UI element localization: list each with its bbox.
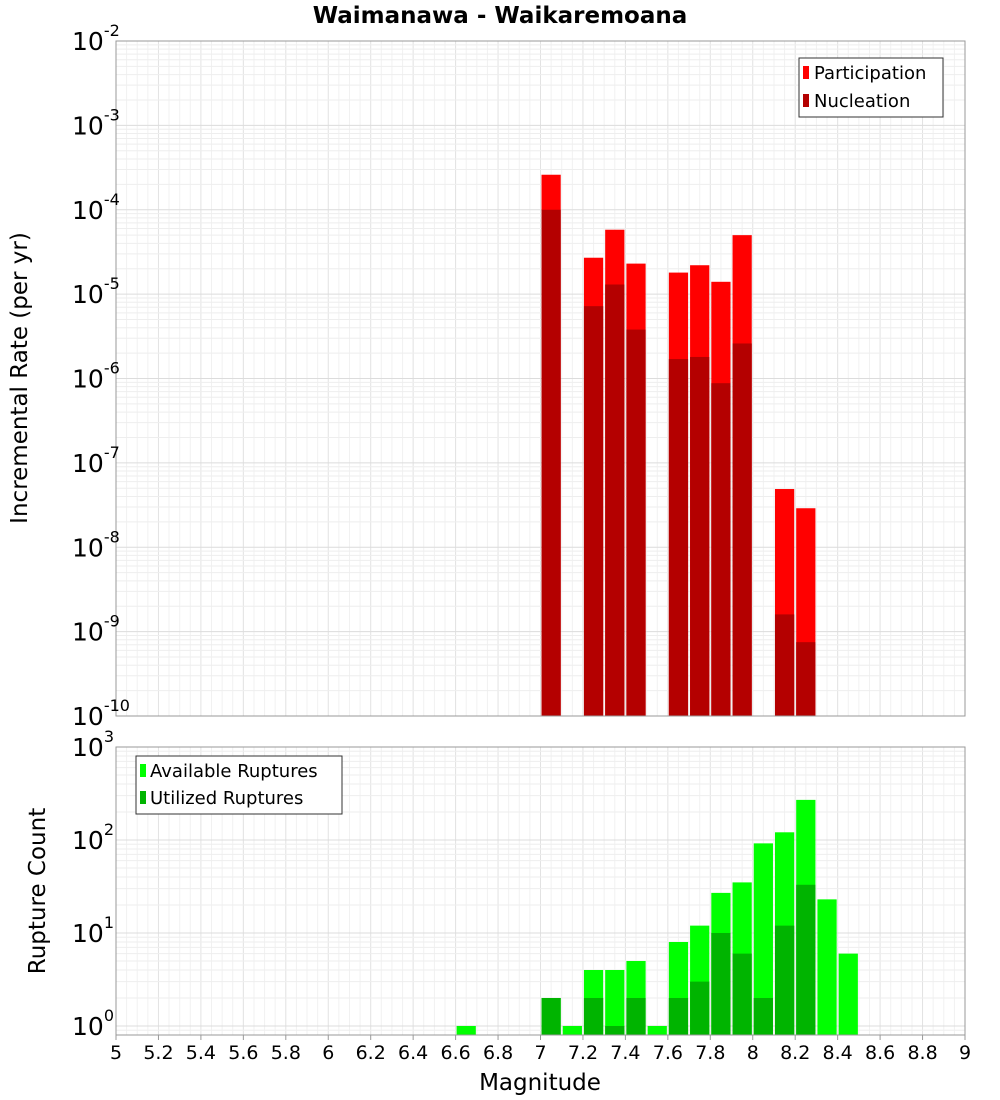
bottom-bar-available-ruptures xyxy=(562,1025,582,1035)
legend-swatch-utilized xyxy=(140,791,146,804)
top-bar-nucleation xyxy=(626,329,646,716)
top-y-tick-exponent: -3 xyxy=(104,105,120,124)
x-tick-label: 6.4 xyxy=(398,1042,428,1064)
x-tick-label: 6.2 xyxy=(356,1042,386,1064)
top-legend: Participation Nucleation xyxy=(798,57,944,118)
x-tick-label: 5 xyxy=(110,1042,122,1064)
top-y-tick-label: 10-5 xyxy=(72,274,120,309)
bottom-bar-utilized-ruptures xyxy=(711,932,731,1035)
x-tick-label: 7.6 xyxy=(653,1042,683,1064)
top-bar-nucleation xyxy=(774,614,795,716)
bottom-legend: Available Ruptures Utilized Ruptures xyxy=(135,755,343,815)
bottom-bar-utilized-ruptures xyxy=(668,997,689,1035)
top-bar-nucleation xyxy=(732,343,752,716)
top-plot-border xyxy=(115,40,966,717)
x-tick-label: 5.6 xyxy=(228,1042,258,1064)
x-tick-label: 8.4 xyxy=(823,1042,853,1064)
bottom-bar-utilized-ruptures xyxy=(583,997,604,1035)
legend-label-utilized: Utilized Ruptures xyxy=(150,788,303,809)
top-panel: 10-210-310-410-510-610-710-810-910-10 In… xyxy=(7,21,966,731)
x-tick-label: 5.4 xyxy=(186,1042,216,1064)
top-gridlines xyxy=(116,41,965,716)
top-bars xyxy=(541,174,816,717)
bottom-bar-utilized-ruptures xyxy=(774,925,795,1035)
x-axis-ticks: 5 5.2 5.4 5.6 5.8 6 6.2 6.4 6.6 6.8 7 7.2 7.4 7.6 7.8 8… xyxy=(110,1035,971,1064)
top-y-tick-exponent: -2 xyxy=(104,21,120,40)
top-bar-nucleation xyxy=(668,359,689,716)
x-tick-label: 8 xyxy=(747,1042,759,1064)
x-tick-label: 6.6 xyxy=(440,1042,470,1064)
top-bar-nucleation xyxy=(583,306,604,716)
x-tick-label: 6.8 xyxy=(483,1042,513,1064)
bottom-bar-available-ruptures xyxy=(605,969,625,1035)
top-bar-nucleation xyxy=(711,383,731,716)
legend-label-nucleation: Nucleation xyxy=(814,91,910,112)
bottom-bar-available-ruptures xyxy=(817,899,837,1035)
x-tick-label: 7.2 xyxy=(568,1042,598,1064)
x-axis-label: Magnitude xyxy=(479,1070,601,1096)
bottom-bar-utilized-ruptures xyxy=(605,1025,625,1035)
legend-swatch-participation xyxy=(803,66,809,79)
bottom-y-axis-label: Rupture Count xyxy=(25,808,51,974)
x-tick-label: 8.2 xyxy=(780,1042,810,1064)
top-bar-nucleation xyxy=(605,284,625,716)
top-y-tick-exponent: -10 xyxy=(104,696,130,715)
x-tick-label: 8.6 xyxy=(865,1042,895,1064)
bottom-bar-utilized-ruptures xyxy=(732,953,752,1035)
bottom-y-tick-exponent: 0 xyxy=(104,1006,114,1025)
x-tick-label: 7.4 xyxy=(610,1042,640,1064)
top-y-tick-label: 10-4 xyxy=(72,190,120,225)
bottom-bar-available-ruptures xyxy=(647,1025,667,1035)
bottom-legend-box xyxy=(135,755,343,815)
x-tick-label: 5.2 xyxy=(143,1042,173,1064)
legend-swatch-available xyxy=(140,764,146,777)
x-tick-label: 7.8 xyxy=(695,1042,725,1064)
bottom-bar-utilized-ruptures xyxy=(626,997,646,1035)
top-legend-box xyxy=(798,57,944,118)
bottom-bar-available-ruptures xyxy=(456,1025,476,1035)
top-y-tick-exponent: -7 xyxy=(104,443,120,462)
chart-title: Waimanawa - Waikaremoana xyxy=(313,3,688,29)
bottom-bar-available-ruptures xyxy=(753,843,773,1035)
x-tick-label: 9 xyxy=(959,1042,971,1064)
bottom-y-tick-exponent: 3 xyxy=(104,727,114,746)
top-bar-nucleation xyxy=(541,209,561,716)
bottom-y-tick-exponent: 2 xyxy=(104,820,114,839)
top-y-tick-exponent: -6 xyxy=(104,359,120,378)
top-y-tick-label: 10-10 xyxy=(72,696,130,731)
legend-label-available: Available Ruptures xyxy=(150,761,318,782)
x-tick-label: 8.8 xyxy=(907,1042,937,1064)
bottom-bar-utilized-ruptures xyxy=(796,884,816,1035)
bottom-bar-utilized-ruptures xyxy=(541,997,561,1035)
top-y-axis-label: Incremental Rate (per yr) xyxy=(7,232,33,524)
top-y-tick-exponent: -8 xyxy=(104,527,120,546)
x-tick-label: 5.8 xyxy=(271,1042,301,1064)
top-y-tick-exponent: -9 xyxy=(104,612,120,631)
top-bar-nucleation xyxy=(796,642,816,716)
top-y-tick-exponent: -4 xyxy=(104,190,120,209)
bottom-bar-utilized-ruptures xyxy=(753,997,773,1035)
bottom-bar-available-ruptures xyxy=(838,953,858,1035)
x-tick-label: 7 xyxy=(534,1042,546,1064)
legend-swatch-nucleation xyxy=(803,94,809,107)
top-y-tick-exponent: -5 xyxy=(104,274,120,293)
bottom-bar-utilized-ruptures xyxy=(690,981,710,1035)
bottom-bars xyxy=(456,799,858,1035)
legend-label-participation: Participation xyxy=(814,63,926,84)
bottom-y-tick-exponent: 1 xyxy=(104,913,114,932)
top-bar-nucleation xyxy=(690,356,710,716)
x-tick-label: 6 xyxy=(322,1042,334,1064)
